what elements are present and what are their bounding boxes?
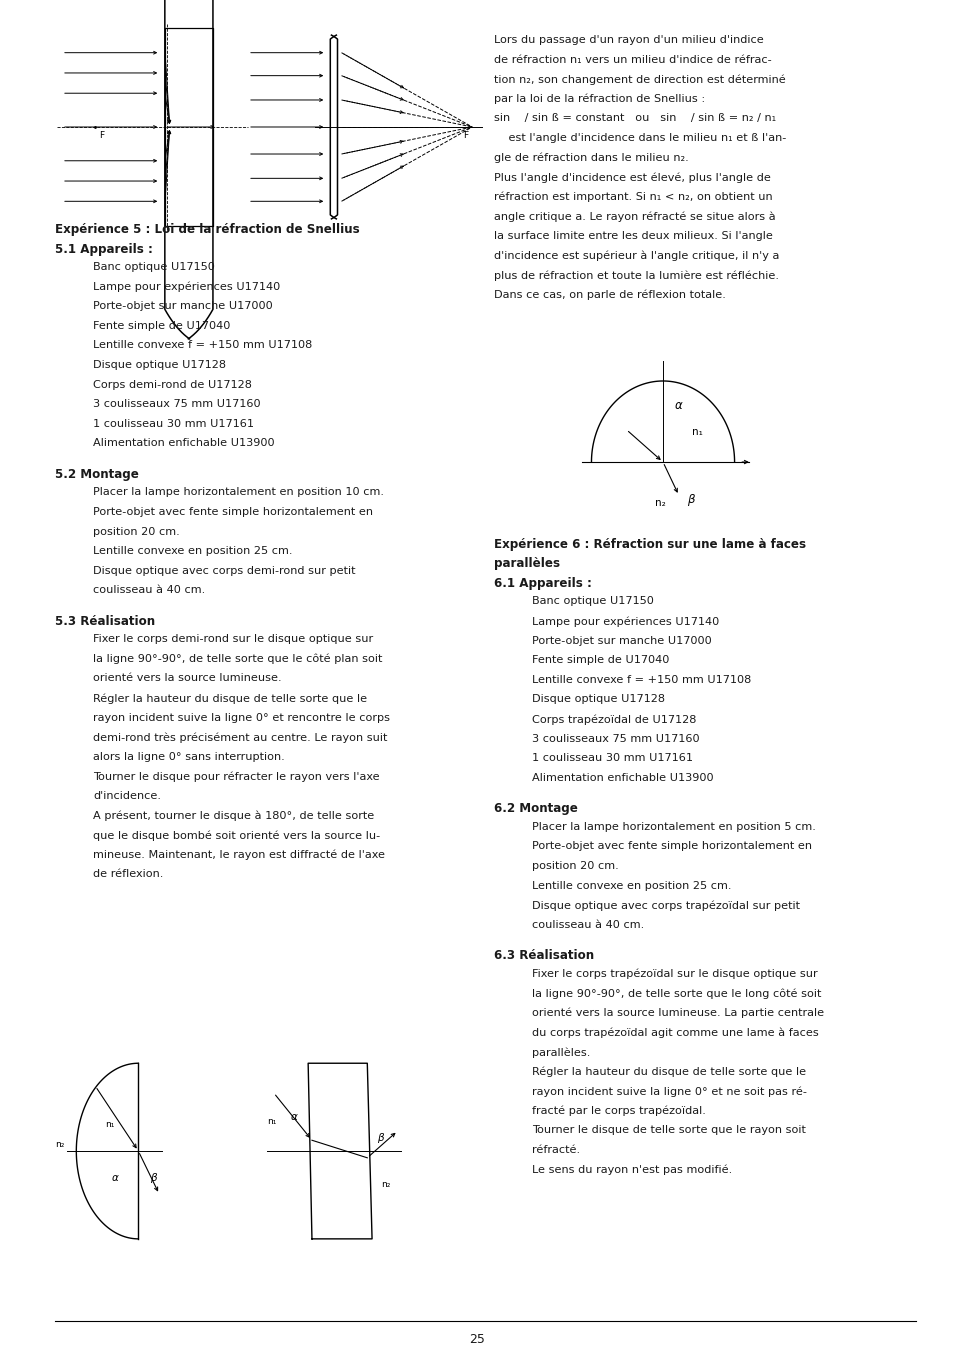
Text: β: β: [376, 1132, 383, 1143]
Text: 6.1 Appareils :: 6.1 Appareils :: [494, 577, 592, 590]
Text: Porte-objet avec fente simple horizontalement en: Porte-objet avec fente simple horizontal…: [532, 842, 812, 851]
Text: Régler la hauteur du disque de telle sorte que le: Régler la hauteur du disque de telle sor…: [532, 1067, 805, 1077]
Text: Banc optique U17150: Banc optique U17150: [532, 596, 654, 607]
Text: Lentille convexe f = +150 mm U17108: Lentille convexe f = +150 mm U17108: [532, 674, 751, 685]
Text: la surface limite entre les deux milieux. Si l'angle: la surface limite entre les deux milieux…: [494, 231, 772, 240]
Text: Lentille convexe en position 25 cm.: Lentille convexe en position 25 cm.: [93, 546, 293, 557]
Text: Fente simple de U17040: Fente simple de U17040: [93, 320, 231, 331]
Text: n₂: n₂: [55, 1140, 65, 1148]
Text: n₂: n₂: [381, 1181, 391, 1189]
Text: Fixer le corps demi-rond sur le disque optique sur: Fixer le corps demi-rond sur le disque o…: [93, 634, 374, 644]
Text: 1 coulisseau 30 mm U17161: 1 coulisseau 30 mm U17161: [93, 419, 254, 428]
Text: position 20 cm.: position 20 cm.: [532, 861, 618, 871]
Text: 3 coulisseaux 75 mm U17160: 3 coulisseaux 75 mm U17160: [93, 399, 261, 409]
Text: α: α: [674, 399, 681, 412]
Text: coulisseau à 40 cm.: coulisseau à 40 cm.: [532, 920, 644, 929]
Text: n₁: n₁: [267, 1117, 276, 1125]
Text: Lampe pour expériences U17140: Lampe pour expériences U17140: [93, 281, 280, 292]
Text: 1 coulisseau 30 mm U17161: 1 coulisseau 30 mm U17161: [532, 753, 693, 763]
Text: Porte-objet sur manche U17000: Porte-objet sur manche U17000: [532, 635, 711, 646]
Text: F: F: [99, 131, 104, 141]
Text: de réflexion.: de réflexion.: [93, 869, 164, 880]
Text: d'incidence.: d'incidence.: [93, 790, 161, 801]
Text: tion n₂, son changement de direction est déterminé: tion n₂, son changement de direction est…: [494, 74, 785, 85]
Text: 5.1 Appareils :: 5.1 Appareils :: [55, 243, 153, 255]
Text: Plus l'angle d'incidence est élevé, plus l'angle de: Plus l'angle d'incidence est élevé, plus…: [494, 172, 770, 182]
Text: F: F: [462, 131, 467, 141]
Text: mineuse. Maintenant, le rayon est diffracté de l'axe: mineuse. Maintenant, le rayon est diffra…: [93, 850, 385, 861]
Text: Disque optique avec corps trapézoïdal sur petit: Disque optique avec corps trapézoïdal su…: [532, 900, 800, 911]
Text: 6.2 Montage: 6.2 Montage: [494, 802, 578, 815]
Text: Lampe pour expériences U17140: Lampe pour expériences U17140: [532, 616, 719, 627]
Text: position 20 cm.: position 20 cm.: [93, 527, 180, 536]
Text: orienté vers la source lumineuse.: orienté vers la source lumineuse.: [93, 673, 282, 684]
Text: 6.3 Réalisation: 6.3 Réalisation: [494, 948, 594, 962]
Text: Corps demi-rond de U17128: Corps demi-rond de U17128: [93, 380, 253, 389]
Text: Lentille convexe f = +150 mm U17108: Lentille convexe f = +150 mm U17108: [93, 340, 313, 350]
Text: Alimentation enfichable U13900: Alimentation enfichable U13900: [532, 773, 713, 782]
Text: A présent, tourner le disque à 180°, de telle sorte: A présent, tourner le disque à 180°, de …: [93, 811, 375, 821]
Text: alors la ligne 0° sans interruption.: alors la ligne 0° sans interruption.: [93, 751, 285, 762]
Text: 3 coulisseaux 75 mm U17160: 3 coulisseaux 75 mm U17160: [532, 734, 700, 743]
Text: que le disque bombé soit orienté vers la source lu-: que le disque bombé soit orienté vers la…: [93, 830, 380, 840]
Text: du corps trapézoïdal agit comme une lame à faces: du corps trapézoïdal agit comme une lame…: [532, 1027, 819, 1038]
Text: Tourner le disque pour réfracter le rayon vers l'axe: Tourner le disque pour réfracter le rayo…: [93, 771, 379, 782]
Text: Expérience 6 : Réfraction sur une lame à faces: Expérience 6 : Réfraction sur une lame à…: [494, 538, 805, 551]
Text: Lors du passage d'un rayon d'un milieu d'indice: Lors du passage d'un rayon d'un milieu d…: [494, 35, 763, 45]
Text: β: β: [150, 1173, 156, 1183]
Text: d'incidence est supérieur à l'angle critique, il n'y a: d'incidence est supérieur à l'angle crit…: [494, 250, 779, 261]
Text: réfracté.: réfracté.: [532, 1144, 579, 1155]
Text: réfraction est important. Si n₁ < n₂, on obtient un: réfraction est important. Si n₁ < n₂, on…: [494, 192, 772, 203]
Text: parallèles: parallèles: [494, 558, 559, 570]
Text: par la loi de la réfraction de Snellius :: par la loi de la réfraction de Snellius …: [494, 95, 704, 104]
Text: Fente simple de U17040: Fente simple de U17040: [532, 655, 669, 665]
Text: orienté vers la source lumineuse. La partie centrale: orienté vers la source lumineuse. La par…: [532, 1008, 823, 1019]
Text: n₂: n₂: [655, 497, 665, 508]
Text: Dans ce cas, on parle de réflexion totale.: Dans ce cas, on parle de réflexion total…: [494, 289, 725, 300]
Text: α: α: [291, 1112, 297, 1123]
Text: parallèles.: parallèles.: [532, 1047, 590, 1058]
Text: fracté par le corps trapézoïdal.: fracté par le corps trapézoïdal.: [532, 1105, 705, 1116]
Text: Tourner le disque de telle sorte que le rayon soit: Tourner le disque de telle sorte que le …: [532, 1125, 805, 1135]
Text: gle de réfraction dans le milieu n₂.: gle de réfraction dans le milieu n₂.: [494, 153, 688, 163]
Text: Disque optique U17128: Disque optique U17128: [93, 359, 226, 370]
Text: Porte-objet avec fente simple horizontalement en: Porte-objet avec fente simple horizontal…: [93, 507, 374, 517]
Text: n₁: n₁: [691, 427, 701, 438]
Text: α: α: [112, 1173, 118, 1183]
Text: Banc optique U17150: Banc optique U17150: [93, 262, 215, 272]
Text: angle critique a. Le rayon réfracté se situe alors à: angle critique a. Le rayon réfracté se s…: [494, 211, 775, 222]
Text: coulisseau à 40 cm.: coulisseau à 40 cm.: [93, 585, 206, 596]
Text: Lentille convexe en position 25 cm.: Lentille convexe en position 25 cm.: [532, 881, 731, 890]
Text: Régler la hauteur du disque de telle sorte que le: Régler la hauteur du disque de telle sor…: [93, 693, 367, 704]
Text: 5.2 Montage: 5.2 Montage: [55, 467, 139, 481]
Text: 25: 25: [469, 1333, 484, 1347]
Text: n₁: n₁: [105, 1120, 114, 1128]
Text: 5.3 Réalisation: 5.3 Réalisation: [55, 615, 155, 628]
Text: rayon incident suive la ligne 0° et ne soit pas ré-: rayon incident suive la ligne 0° et ne s…: [532, 1086, 806, 1097]
Text: sin    / sin ß = constant   ou   sin    / sin ß = n₂ / n₁: sin / sin ß = constant ou sin / sin ß = …: [494, 113, 776, 123]
Text: Placer la lampe horizontalement en position 10 cm.: Placer la lampe horizontalement en posit…: [93, 488, 384, 497]
Text: Alimentation enfichable U13900: Alimentation enfichable U13900: [93, 438, 274, 449]
Text: demi-rond très précisément au centre. Le rayon suit: demi-rond très précisément au centre. Le…: [93, 732, 388, 743]
Text: Expérience 5 : Loi de la réfraction de Snellius: Expérience 5 : Loi de la réfraction de S…: [55, 223, 359, 236]
Text: Fixer le corps trapézoïdal sur le disque optique sur: Fixer le corps trapézoïdal sur le disque…: [532, 969, 817, 979]
Text: Placer la lampe horizontalement en position 5 cm.: Placer la lampe horizontalement en posit…: [532, 821, 816, 832]
Text: plus de réfraction et toute la lumière est réfléchie.: plus de réfraction et toute la lumière e…: [494, 270, 779, 281]
Text: Disque optique U17128: Disque optique U17128: [532, 694, 664, 704]
Text: est l'angle d'incidence dans le milieu n₁ et ß l'an-: est l'angle d'incidence dans le milieu n…: [494, 132, 785, 143]
Text: la ligne 90°-90°, de telle sorte que le côté plan soit: la ligne 90°-90°, de telle sorte que le …: [93, 654, 382, 665]
Text: Disque optique avec corps demi-rond sur petit: Disque optique avec corps demi-rond sur …: [93, 566, 355, 576]
Text: β: β: [686, 493, 694, 507]
Text: de réfraction n₁ vers un milieu d'indice de réfrac-: de réfraction n₁ vers un milieu d'indice…: [494, 55, 771, 65]
Text: Corps trapézoïdal de U17128: Corps trapézoïdal de U17128: [532, 713, 696, 724]
Text: la ligne 90°-90°, de telle sorte que le long côté soit: la ligne 90°-90°, de telle sorte que le …: [532, 988, 821, 998]
Text: Le sens du rayon n'est pas modifié.: Le sens du rayon n'est pas modifié.: [532, 1165, 732, 1175]
Text: Porte-objet sur manche U17000: Porte-objet sur manche U17000: [93, 301, 273, 311]
Text: rayon incident suive la ligne 0° et rencontre le corps: rayon incident suive la ligne 0° et renc…: [93, 712, 390, 723]
